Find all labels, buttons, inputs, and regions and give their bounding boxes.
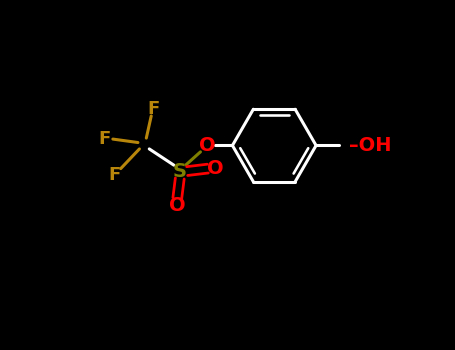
Text: F: F (109, 166, 121, 183)
Text: F: F (99, 130, 111, 148)
Text: F: F (147, 99, 159, 118)
Text: O: O (198, 136, 215, 155)
Text: O: O (169, 196, 186, 215)
Text: O: O (207, 159, 223, 178)
Text: S: S (173, 162, 187, 181)
Text: –OH: –OH (349, 136, 392, 155)
